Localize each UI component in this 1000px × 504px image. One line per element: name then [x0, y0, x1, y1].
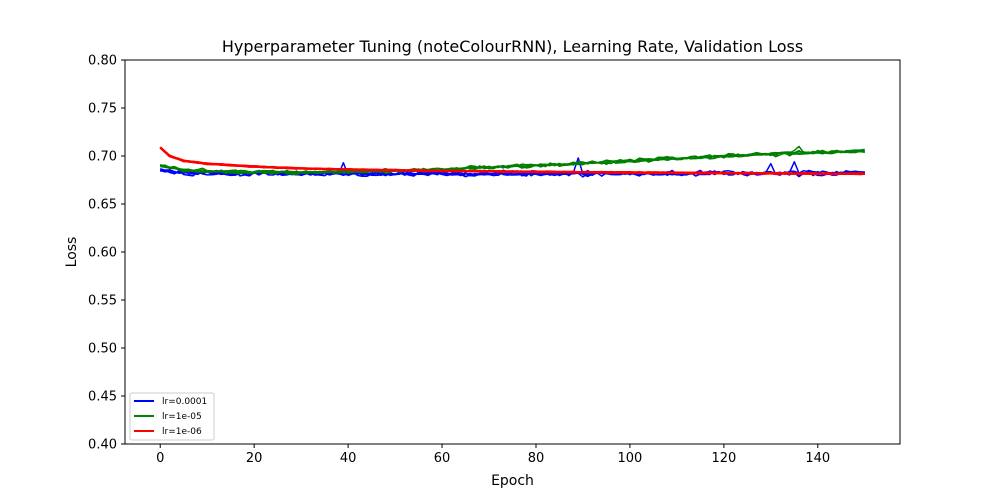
y-tick-label: 0.50 — [88, 342, 117, 357]
series-line-lr-1e-05-run-4 — [160, 149, 865, 175]
legend-label: lr=1e-06 — [162, 427, 202, 437]
legend-box — [129, 392, 215, 441]
y-tick-label: 0.65 — [88, 198, 117, 213]
legend-label: lr=0.0001 — [162, 397, 207, 407]
x-tick-label: 140 — [805, 451, 830, 466]
x-tick-label: 0 — [156, 451, 164, 466]
y-tick-label: 0.40 — [88, 438, 117, 453]
y-tick-label: 0.80 — [88, 54, 117, 69]
x-tick-label: 80 — [528, 451, 545, 466]
x-tick-label: 100 — [618, 451, 643, 466]
x-tick-label: 20 — [246, 451, 263, 466]
y-tick-label: 0.75 — [88, 102, 117, 117]
y-axis: 0.40 0.45 0.50 0.55 0.60 0.65 0.70 0.75 0.80 — [88, 54, 125, 453]
y-tick-label: 0.45 — [88, 390, 117, 405]
x-axis: 0 20 40 60 80 100 120 140 — [156, 444, 830, 466]
series-line-lr-1e-05-run-5 — [160, 150, 865, 176]
chart-title: Hyperparameter Tuning (noteColourRNN), L… — [222, 37, 803, 56]
x-tick-label: 60 — [434, 451, 451, 466]
x-tick-label: 40 — [340, 451, 357, 466]
legend-label: lr=1e-05 — [162, 412, 202, 422]
x-axis-label: Epoch — [491, 473, 534, 489]
y-axis-label: Loss — [64, 237, 80, 268]
x-tick-label: 120 — [711, 451, 736, 466]
y-tick-label: 0.70 — [88, 150, 117, 165]
series-layer — [159, 145, 865, 178]
series-line-lr-1e-06-run-5 — [159, 146, 865, 176]
legend: lr=0.0001 lr=1e-05 lr=1e-06 — [129, 392, 215, 441]
y-tick-label: 0.60 — [88, 246, 117, 261]
y-tick-label: 0.55 — [88, 294, 117, 309]
